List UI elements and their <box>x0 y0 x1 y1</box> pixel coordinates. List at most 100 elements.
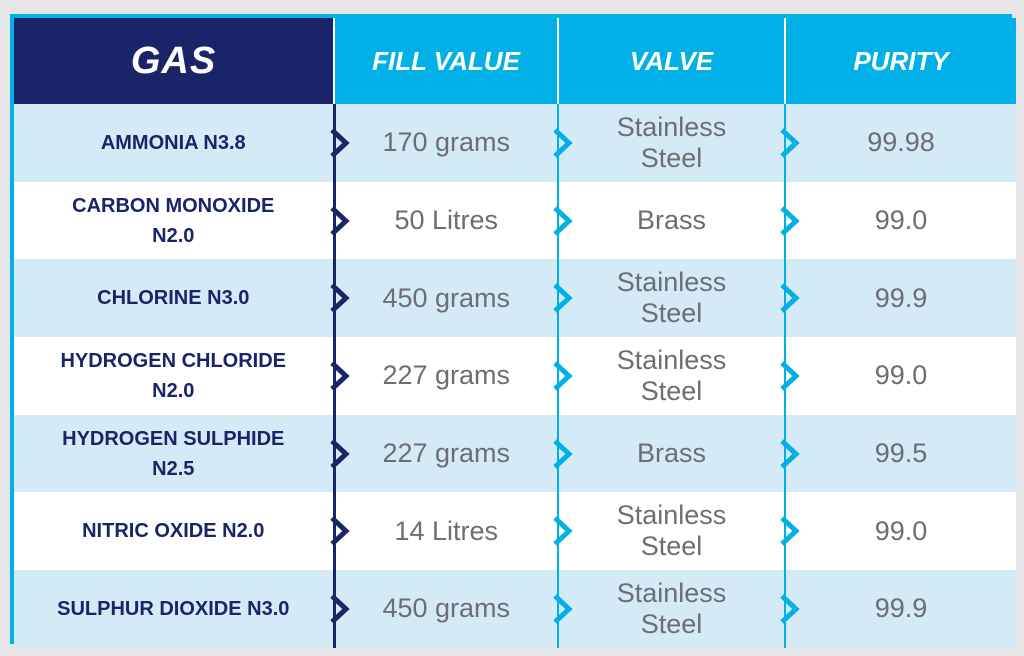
table-row: HYDROGEN SULPHIDE N2.5 227 grams Brass 99.5 <box>14 414 1016 493</box>
fill-value: 450 grams <box>382 282 511 313</box>
header-row: GAS FILL VALUE VALVE PURITY <box>14 18 1016 104</box>
fill-value-cell: 14 Litres <box>329 492 558 571</box>
gas-name-cell: HYDROGEN SULPHIDE N2.5 <box>14 414 336 493</box>
purity-cell: 99.9 <box>780 570 1016 648</box>
fill-value-cell: 170 grams <box>329 104 558 182</box>
fill-value: 14 Litres <box>394 515 499 546</box>
cell-line: Stainless <box>616 500 727 531</box>
valve-cell: Stainless Steel <box>553 492 785 571</box>
chevron-right-icon <box>553 594 573 624</box>
cell-line: Stainless <box>616 344 727 375</box>
cell-line: N2.5 <box>152 457 195 480</box>
cell-line: Stainless <box>616 577 727 608</box>
purity-cell: 99.5 <box>780 414 1016 493</box>
gas-name-cell: CARBON MONOXIDE N2.0 <box>14 181 336 260</box>
chevron-right-icon <box>780 516 800 547</box>
chevron-right-icon <box>553 128 573 158</box>
table-body: AMMONIA N3.8 170 grams Stainless Steel 99.98… <box>14 104 1016 648</box>
valve-cell: Stainless Steel <box>553 570 785 648</box>
cell-line: HYDROGEN CHLORIDE <box>60 349 287 372</box>
cell-line: Steel <box>640 531 703 562</box>
table-row: NITRIC OXIDE N2.0 14 Litres Stainless Steel… <box>14 492 1016 571</box>
chevron-right-icon <box>780 205 800 236</box>
gas-name-cell: HYDROGEN CHLORIDE N2.0 <box>14 337 336 415</box>
chevron-right-icon <box>329 594 350 624</box>
cell-line: Stainless <box>616 267 727 298</box>
header-valve: VALVE <box>557 18 785 104</box>
fill-value-cell: 50 Litres <box>329 181 558 260</box>
fill-value-cell: 227 grams <box>329 414 558 493</box>
chevron-right-icon <box>329 516 350 547</box>
cell-line: Steel <box>640 375 703 406</box>
chevron-right-icon <box>553 516 573 547</box>
cell-line: Brass <box>636 205 707 235</box>
purity-cell: 99.9 <box>780 259 1016 338</box>
chevron-right-icon <box>329 361 350 391</box>
purity-value: 99.5 <box>874 438 928 469</box>
gas-name-cell: SULPHUR DIOXIDE N3.0 <box>14 570 336 648</box>
fill-value: 170 grams <box>382 127 511 158</box>
chevron-right-icon <box>553 205 573 236</box>
valve-cell: Brass <box>553 414 785 493</box>
gas-name-cell: CHLORINE N3.0 <box>14 259 336 338</box>
cell-line: N2.0 <box>152 379 195 402</box>
fill-value: 50 Litres <box>394 205 499 235</box>
cell-line: Stainless <box>616 111 727 142</box>
chevron-right-icon <box>553 438 573 469</box>
purity-value: 99.9 <box>874 593 928 624</box>
cell-line: AMMONIA N3.8 <box>100 131 246 154</box>
cell-line: NITRIC OXIDE N2.0 <box>82 520 265 543</box>
cell-line: Steel <box>640 298 703 329</box>
purity-cell: 99.0 <box>780 181 1016 260</box>
table-row: SULPHUR DIOXIDE N3.0 450 grams Stainless St… <box>14 570 1016 648</box>
cell-line: N2.0 <box>152 224 195 247</box>
fill-value-cell: 227 grams <box>329 337 558 415</box>
table-row: HYDROGEN CHLORIDE N2.0 227 grams Stainless S… <box>14 337 1016 415</box>
header-fill-value: FILL VALUE <box>333 18 558 104</box>
fill-value-cell: 450 grams <box>329 259 558 338</box>
table-row: CHLORINE N3.0 450 grams Stainless Steel 99.9 <box>14 259 1016 338</box>
valve-cell: Stainless Steel <box>553 337 785 415</box>
gas-name-cell: AMMONIA N3.8 <box>14 104 336 182</box>
chevron-right-icon <box>780 283 800 314</box>
chevron-right-icon <box>329 438 350 469</box>
chevron-right-icon <box>780 128 800 158</box>
purity-value: 99.98 <box>867 127 935 158</box>
chevron-right-icon <box>553 283 573 314</box>
cell-line: Steel <box>640 142 703 173</box>
chevron-right-icon <box>780 438 800 469</box>
fill-value: 227 grams <box>382 438 511 469</box>
fill-value: 450 grams <box>382 593 511 624</box>
chevron-right-icon <box>329 205 350 236</box>
cell-line: CARBON MONOXIDE <box>72 194 275 217</box>
chevron-right-icon <box>780 361 800 391</box>
fill-value: 227 grams <box>382 360 511 391</box>
valve-cell: Brass <box>553 181 785 260</box>
chevron-right-icon <box>553 361 573 391</box>
fill-value-cell: 450 grams <box>329 570 558 648</box>
header-purity: PURITY <box>784 18 1016 104</box>
cell-line: CHLORINE N3.0 <box>97 287 250 310</box>
cell-line: SULPHUR DIOXIDE N3.0 <box>57 597 290 620</box>
purity-cell: 99.0 <box>780 492 1016 571</box>
gas-specification-table-frame: GAS FILL VALUE VALVE PURITY AMMONIA N3.8… <box>10 14 1016 648</box>
purity-value: 99.0 <box>874 205 928 235</box>
purity-value: 99.9 <box>874 282 928 313</box>
header-gas: GAS <box>14 18 335 104</box>
cell-line: Steel <box>640 608 703 639</box>
valve-cell: Stainless Steel <box>553 259 785 338</box>
cell-line: HYDROGEN SULPHIDE <box>62 427 285 450</box>
chevron-right-icon <box>329 128 350 158</box>
chevron-right-icon <box>329 283 350 314</box>
chevron-right-icon <box>780 594 800 624</box>
gas-name-cell: NITRIC OXIDE N2.0 <box>14 492 336 571</box>
valve-cell: Stainless Steel <box>553 104 785 182</box>
gas-specification-table: GAS FILL VALUE VALVE PURITY AMMONIA N3.8… <box>14 18 1016 648</box>
table-row: AMMONIA N3.8 170 grams Stainless Steel 99.98 <box>14 104 1016 182</box>
purity-value: 99.0 <box>874 515 928 546</box>
cell-line: Brass <box>636 438 707 469</box>
purity-value: 99.0 <box>874 360 928 391</box>
purity-cell: 99.0 <box>780 337 1016 415</box>
purity-cell: 99.98 <box>780 104 1016 182</box>
table-row: CARBON MONOXIDE N2.0 50 Litres Brass 99.0 <box>14 181 1016 260</box>
